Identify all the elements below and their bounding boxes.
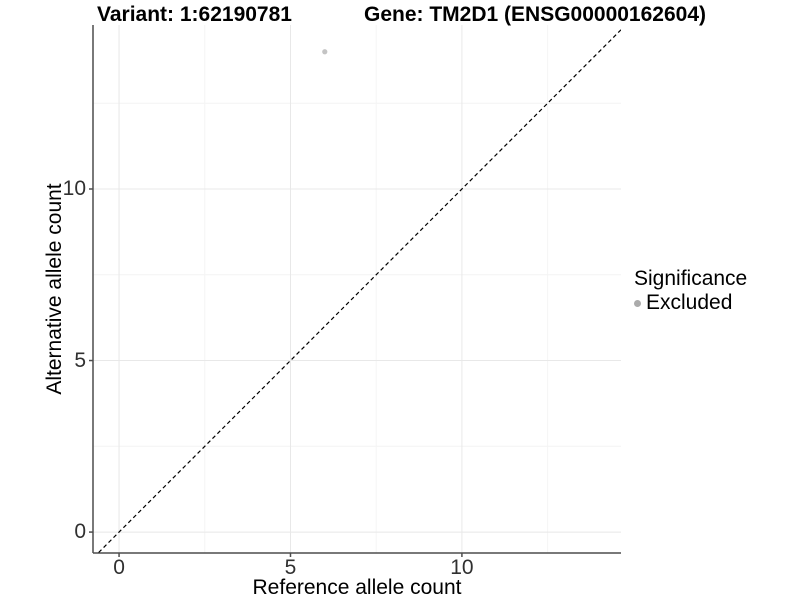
plot-title-gene: Gene: TM2D1 (ENSG00000162604) bbox=[364, 3, 706, 26]
legend-entry-label: Excluded bbox=[646, 291, 733, 314]
x-axis-title: Reference allele count bbox=[252, 576, 462, 599]
legend-point-icon bbox=[634, 299, 641, 307]
legend-entry-excluded: Excluded bbox=[634, 291, 747, 315]
legend-title: Significance bbox=[634, 267, 748, 290]
y-tick-label: 0 bbox=[74, 520, 86, 544]
x-tick-label: 0 bbox=[113, 556, 125, 579]
x-tick-label: 10 bbox=[450, 556, 474, 579]
plot-title-variant: Variant: 1:62190781 bbox=[97, 3, 292, 26]
y-tick-label: 5 bbox=[74, 348, 86, 372]
x-tick-label: 5 bbox=[284, 556, 297, 579]
data-point bbox=[322, 49, 328, 55]
y-tick-label: 10 bbox=[62, 176, 86, 200]
legend: Significance Excluded bbox=[634, 266, 747, 315]
